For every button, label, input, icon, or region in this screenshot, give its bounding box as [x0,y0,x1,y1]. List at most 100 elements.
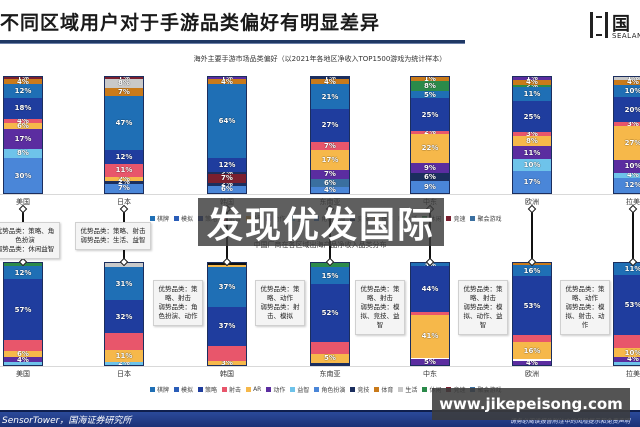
bar-segment: 25% [411,98,449,132]
legend-swatch-icon [266,387,272,392]
bar-segment: 8% [513,136,551,147]
bar-segment: 4% [614,172,640,178]
bar-segment: 7% [105,183,143,193]
connector-line [632,206,634,262]
region-label: 日本 [117,370,131,378]
category-note: 优势品类：策略、射击 弱势品类：模拟、竞技、益智 [355,280,405,335]
bar-segment: 1% [208,77,246,80]
stacked-bar-1: 31%32% 11%2% [104,262,144,366]
legend-item: 棋牌 [150,214,169,223]
footer-source: SensorTower，国海证券研究所 [2,416,132,426]
region-label: 美国 [16,370,30,378]
bar-segment: 12% [4,83,42,98]
legend-item: AR [246,385,261,394]
legend-item: 模拟 [174,385,193,394]
bar-segment: 12% [614,177,640,193]
bar-segment: 8% [411,80,449,92]
logo-subtext: SEALAND [612,32,640,40]
stacked-bar-4: 1%8%5%25%2%22%9%6%9% [410,76,450,194]
region-label: 中东 [423,370,437,378]
stacked-bar-6: 1%4%10%20%3%27%10%4%12% [613,76,640,194]
bar-segment: 10% [614,348,640,358]
bar-segment: 64% [208,83,246,159]
bar-segment: 22% [411,133,449,163]
bar-segment: 4% [4,118,42,124]
bar-segment: 2% [208,182,246,186]
legend-item: 棋牌 [150,385,169,394]
legend-item: 动作 [266,385,285,394]
legend-label: 策略 [205,387,218,394]
bar-segment [311,341,349,354]
bar-segment [208,345,246,361]
stacked-bar-1: 1%8%7%47%12%11%2%2%7% [104,76,144,194]
bar-segment: 9% [411,162,449,174]
bar-segment: 11% [513,87,551,101]
category-note: 优势品类：策略、动作 弱势品类：模拟、射击、动作 [560,280,610,335]
bar-segment: 6% [311,178,349,187]
bar-segment [614,334,640,349]
category-note: 优势品类：策略、射击 弱势品类：角色扮演、动作 [153,280,203,326]
watermark-overlay: 发现优发国际 [198,198,444,246]
legend-item: 体育 [374,385,393,394]
page-title: 不同区域用户对于手游品类偏好有明显差异 [0,12,381,34]
legend-label: 竞速 [453,216,466,223]
bar-segment: 4% [311,79,349,85]
watermark-text: 发现优发国际 [206,205,435,246]
bar-segment: 11% [105,163,143,177]
bar-segment: 21% [311,84,349,110]
bar-segment: 52% [311,284,349,342]
bar-segment: 15% [311,267,349,285]
bar-segment: 37% [208,306,246,346]
legend-label: 模拟 [181,216,194,223]
bar-segment: 2% [411,131,449,134]
bar-segment: 7% [311,141,349,150]
category-note: 优势品类：策略、角色扮演 弱势品类：休闲益智 [0,222,60,259]
bar-segment: 17% [4,129,42,149]
bar-segment: 5% [311,353,349,363]
logo-mark-icon [590,12,608,38]
legend-label: 体育 [381,387,394,394]
bar-segment: 8% [4,148,42,159]
legend-swatch-icon [470,216,476,221]
legend-swatch-icon [222,387,228,392]
stacked-bar-0: 12% 57% 6% 4% [3,262,43,366]
legend-swatch-icon [422,387,428,392]
legend-item: 射击 [222,385,241,394]
bar-segment: 6% [411,173,449,182]
bar-segment: 20% [614,97,640,123]
bar-segment [4,340,42,352]
legend-swatch-icon [314,387,320,392]
bar-segment: 3% [513,132,551,137]
bar-segment: 6% [4,351,42,358]
bar-segment: 9% [411,181,449,193]
bar-segment [411,312,449,315]
x-axis-line [0,366,640,367]
bar-segment: 47% [105,95,143,150]
bar-segment: 16% [513,265,551,277]
bar-segment [311,362,349,365]
legend-label: 射击 [229,387,242,394]
stacked-bar-6: 11% 53% 10% 4% [613,262,640,366]
stacked-bar-3: 1%4%21%27%7%17%7%6%4% [310,76,350,194]
url-watermark: www.jikepeisong.com [432,388,630,420]
url-text: www.jikepeisong.com [439,395,623,413]
region-label: 拉美 [626,370,640,378]
bar-segment: 10% [614,84,640,98]
bar-segment: 11% [614,263,640,276]
chart1-title: 海外主要手游市场品类偏好（以2021年各地区净收入TOP1500游戏为统计样本） [193,55,447,63]
category-note: 优势品类：策略、动作 弱势品类：射击、模拟 [255,280,305,326]
bar-segment: 5% [411,91,449,99]
bar-segment: 5% [411,358,449,365]
bar-segment: 30% [4,158,42,193]
bar-segment: 12% [4,266,42,280]
legend-swatch-icon [150,387,155,392]
bar-segment: 4% [208,79,246,84]
bar-segment: 44% [411,266,449,313]
legend-label: AR [253,386,262,393]
category-note: 优势品类：策略、射击 弱势品类：生活、益智 [75,222,151,250]
bar-segment: 11% [513,146,551,159]
legend-item: 角色扮演 [314,385,345,394]
region-label: 欧洲 [525,198,539,206]
bar-segment: 4% [513,360,551,365]
legend-label: 棋牌 [157,387,170,394]
